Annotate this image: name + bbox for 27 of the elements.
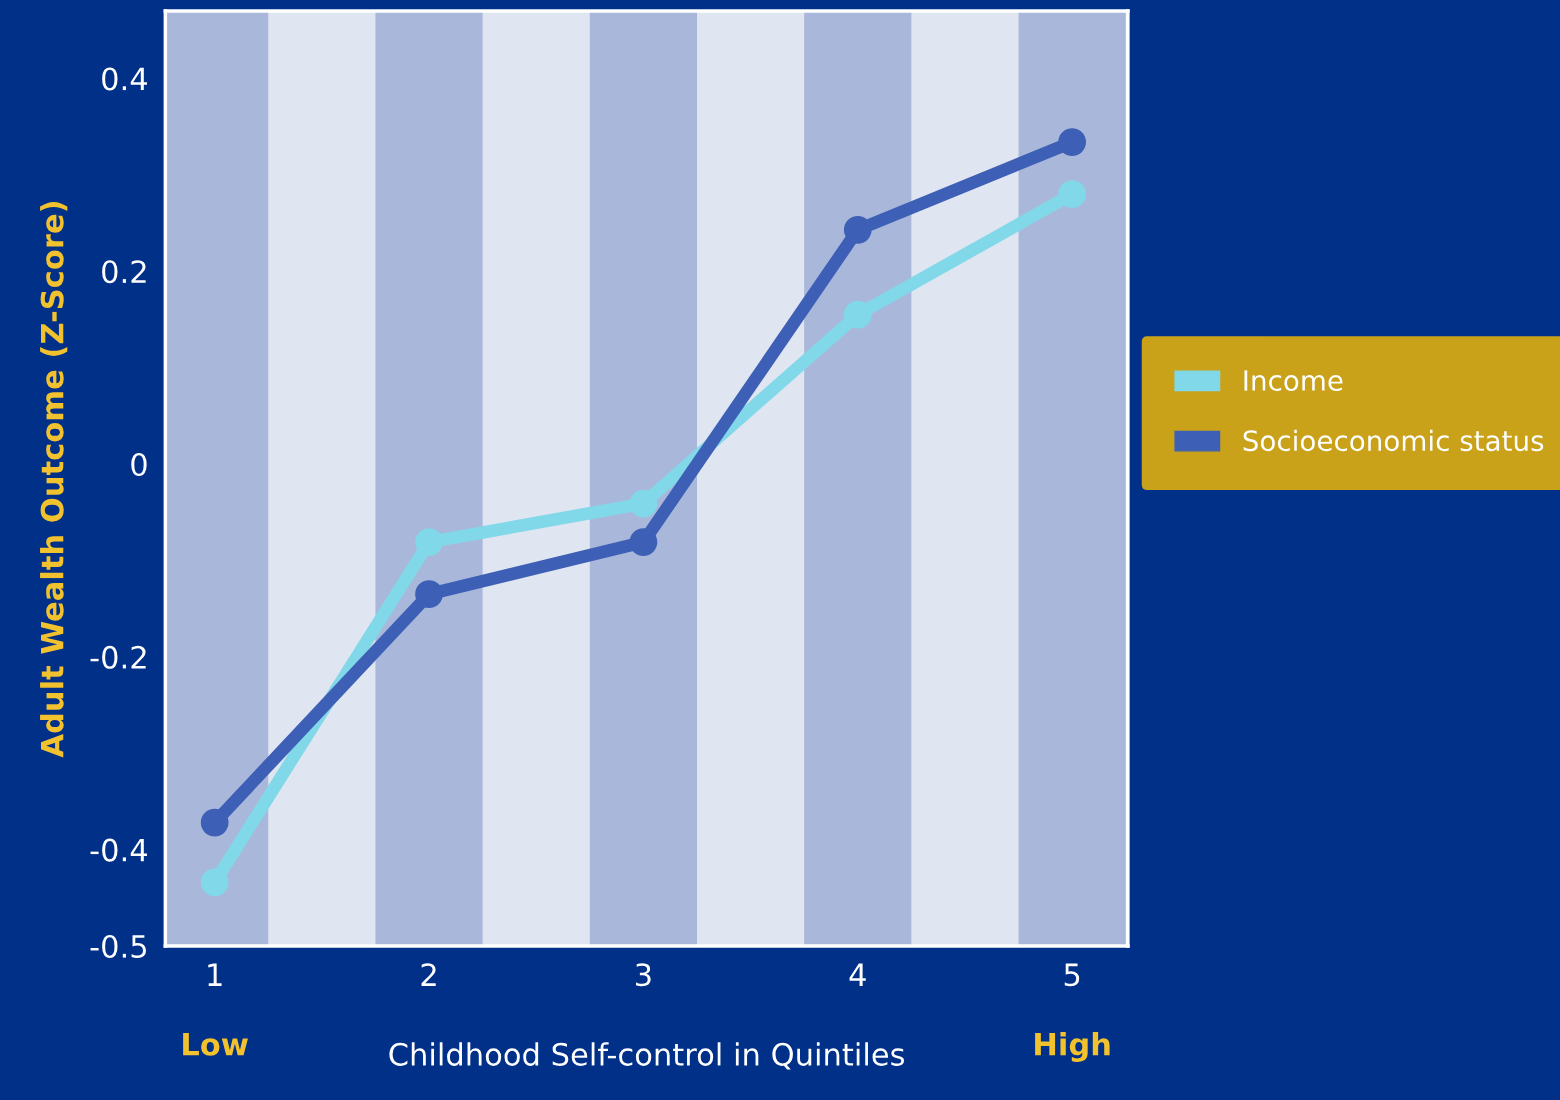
point <box>1058 180 1087 209</box>
point <box>843 215 872 244</box>
x-tick-label: 4 <box>849 963 866 986</box>
x-tick-label: 2 <box>421 963 436 986</box>
x-tick-label: 3 <box>636 963 651 987</box>
text: Low <box>183 1033 248 1056</box>
point <box>629 489 658 518</box>
y-tick-label: -0.5 <box>90 934 147 959</box>
point <box>629 528 658 557</box>
y-tick-label: 0.4 <box>102 67 147 91</box>
x-tick-label: 5 <box>1064 963 1080 987</box>
point <box>415 528 443 557</box>
point <box>415 580 443 609</box>
y-tick-label: 0.2 <box>102 260 146 284</box>
point <box>843 300 872 329</box>
x-tick-label: 1 <box>208 963 222 986</box>
y-tick-label: -0.4 <box>90 838 147 862</box>
y-tick-label: 0 <box>131 452 147 477</box>
x-axis-title: Childhood Self-control in Quintiles <box>389 1042 905 1070</box>
text: High <box>1035 1032 1110 1062</box>
point <box>1058 128 1087 156</box>
point <box>200 868 229 897</box>
legend-label: Income <box>1244 370 1343 391</box>
point <box>200 808 229 837</box>
y-axis-title: Adult Wealth Outcome (Z-Score) <box>40 202 68 758</box>
legend-label: Socioeconomic status <box>1243 429 1544 452</box>
y-tick-label: -0.2 <box>90 645 146 669</box>
